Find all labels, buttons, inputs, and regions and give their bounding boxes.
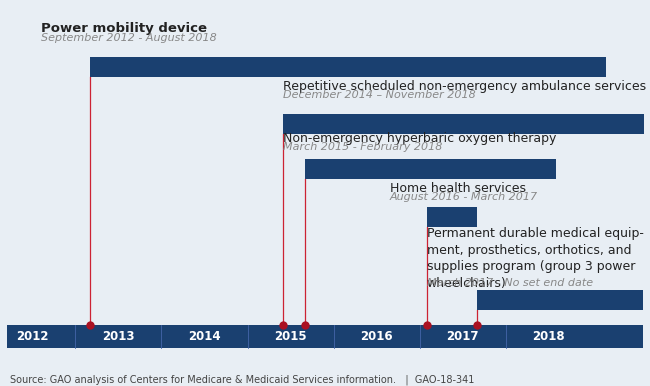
Text: Non-emergency hyperbaric oxygen therapy: Non-emergency hyperbaric oxygen therapy bbox=[283, 132, 557, 145]
Text: 2014: 2014 bbox=[188, 330, 221, 343]
Text: March 2017 - No set end date: March 2017 - No set end date bbox=[427, 278, 593, 288]
Bar bbox=[427, 207, 477, 227]
Bar bbox=[477, 290, 644, 310]
Text: September 2012 - August 2018: September 2012 - August 2018 bbox=[41, 33, 216, 43]
Text: August 2016 - March 2017: August 2016 - March 2017 bbox=[389, 192, 538, 202]
Text: 2017: 2017 bbox=[447, 330, 479, 343]
Text: Permanent durable medical equip-
ment, prosthetics, orthotics, and
supplies prog: Permanent durable medical equip- ment, p… bbox=[427, 227, 644, 290]
Text: Power mobility device: Power mobility device bbox=[41, 22, 207, 35]
Text: 2012: 2012 bbox=[16, 330, 49, 343]
Text: 2015: 2015 bbox=[274, 330, 307, 343]
Text: Repetitive scheduled non-emergency ambulance services: Repetitive scheduled non-emergency ambul… bbox=[283, 80, 647, 93]
Bar bbox=[6, 325, 644, 348]
Text: Source: GAO analysis of Centers for Medicare & Medicaid Services information.   : Source: GAO analysis of Centers for Medi… bbox=[10, 375, 474, 385]
Text: 2016: 2016 bbox=[360, 330, 393, 343]
Bar bbox=[283, 113, 644, 134]
Bar bbox=[90, 58, 606, 77]
Text: Home health services: Home health services bbox=[389, 182, 526, 195]
Bar bbox=[305, 159, 556, 179]
Text: 2018: 2018 bbox=[532, 330, 565, 343]
Text: 2013: 2013 bbox=[102, 330, 135, 343]
Text: March 2015 - February 2018: March 2015 - February 2018 bbox=[283, 142, 443, 152]
Text: December 2014 – November 2018: December 2014 – November 2018 bbox=[283, 90, 476, 100]
